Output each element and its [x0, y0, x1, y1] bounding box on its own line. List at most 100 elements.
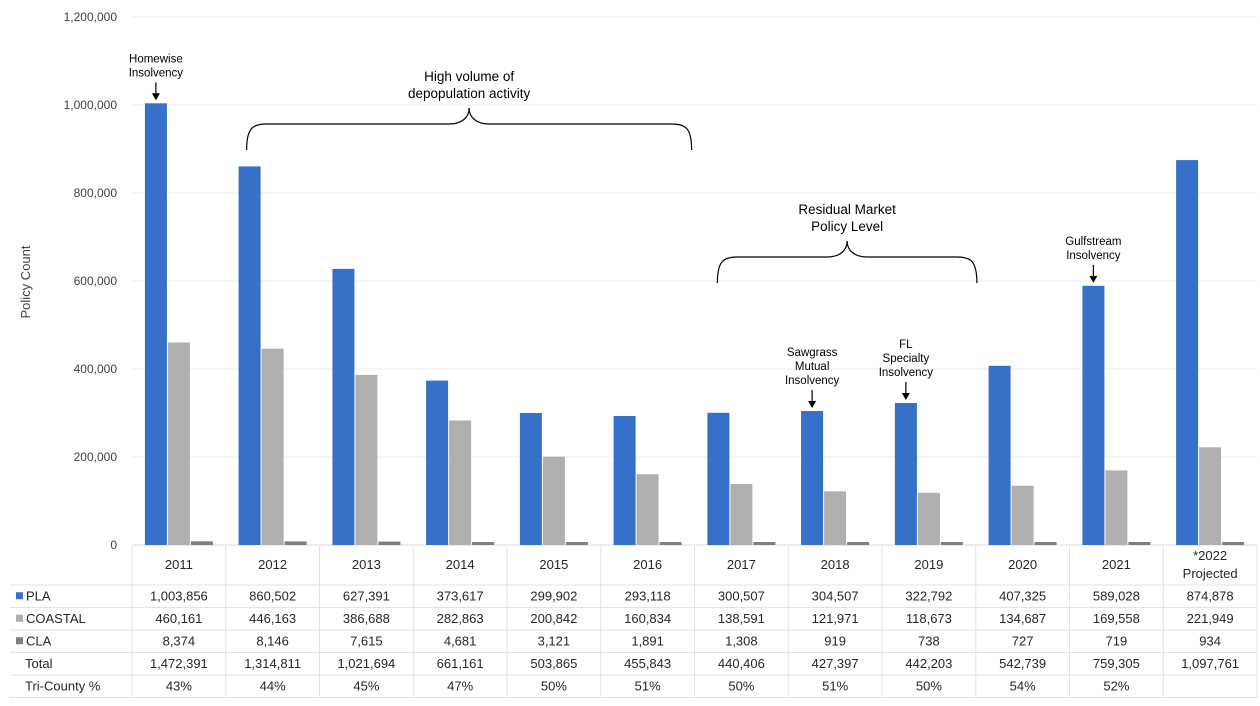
table-cell: 44% — [260, 678, 286, 693]
bar-cla — [565, 542, 588, 545]
table-cell: 460,161 — [155, 611, 202, 626]
y-tick-label: 600,000 — [74, 274, 118, 288]
brace-label: Residual Market — [798, 202, 896, 217]
annotation-text: Insolvency — [785, 375, 840, 387]
table-cell: 1,003,856 — [150, 588, 208, 603]
bar-pla — [1176, 160, 1199, 545]
table-cell: 1,314,811 — [244, 656, 301, 671]
bar-cla — [659, 542, 682, 545]
table-cell: 1,021,694 — [337, 656, 395, 671]
bar-cla — [190, 541, 213, 545]
data-table: 2011 2012 2013 2014 2015 2016 2017 2018 2019 2020… — [10, 546, 1258, 698]
bar-pla — [894, 403, 917, 545]
table-cell: 299,902 — [530, 588, 577, 603]
table-cell: 719 — [1106, 633, 1128, 648]
legend-key-coastal — [16, 614, 23, 622]
x-tick-label: Projected — [1183, 566, 1238, 581]
y-gridlines — [132, 16, 1257, 546]
y-tick-label: 1,200,000 — [64, 10, 118, 24]
table-cell: 47% — [447, 678, 473, 693]
y-tick-label: 0 — [110, 538, 117, 552]
bar-cla — [1128, 542, 1151, 545]
annotation-text: Sawgrass — [787, 347, 838, 359]
legend-key-pla — [16, 592, 23, 600]
arrow-head-icon — [1089, 275, 1098, 283]
table-cell: 50% — [916, 678, 942, 693]
table-cell: 304,507 — [812, 588, 859, 603]
table-cell: 200,842 — [530, 611, 577, 626]
y-tick-label: 1,000,000 — [64, 98, 118, 112]
bar-coastal — [261, 348, 284, 545]
table-cell: 134,687 — [999, 611, 1046, 626]
bar-coastal — [1011, 485, 1034, 545]
x-tick-label: 2015 — [539, 557, 568, 572]
table-cell: 542,739 — [999, 656, 1046, 671]
table-cell: 1,472,391 — [150, 656, 208, 671]
brace-shape — [246, 107, 693, 151]
table-cell: 1,097,761 — [1181, 656, 1239, 671]
table-cell: 300,507 — [718, 588, 765, 603]
table-cell: 121,971 — [812, 611, 859, 626]
table-cell: 1,308 — [725, 633, 758, 648]
table-cell: 874,878 — [1187, 588, 1234, 603]
table-cell: 54% — [1010, 678, 1036, 693]
table-cell: 407,325 — [999, 588, 1046, 603]
x-tick-label: 2017 — [727, 557, 756, 572]
table-cell: 45% — [353, 678, 379, 693]
x-tick-label: 2016 — [633, 557, 662, 572]
table-cell: 442,203 — [905, 656, 952, 671]
table-cell: 4,681 — [444, 633, 477, 648]
table-row-label: PLA — [26, 588, 51, 603]
bar-cla — [847, 542, 870, 545]
table-cell: 160,834 — [624, 611, 671, 626]
annotation-text: Insolvency — [879, 367, 934, 379]
table-cell: 52% — [1103, 678, 1129, 693]
bar-coastal — [167, 342, 190, 545]
bar-cla — [1222, 542, 1245, 545]
annotation-text: FL — [899, 339, 913, 351]
annotation-text: Mutual — [795, 361, 830, 373]
bar-cla — [378, 541, 401, 545]
table-cell: 738 — [918, 633, 940, 648]
bar-coastal — [542, 456, 565, 545]
y-tick-label: 200,000 — [74, 450, 118, 464]
table-cell: 50% — [728, 678, 754, 693]
x-tick-label: 2018 — [821, 557, 850, 572]
table-cell: 934 — [1199, 633, 1221, 648]
table-cell: 43% — [166, 678, 192, 693]
table-cell: 373,617 — [437, 588, 484, 603]
bar-coastal — [730, 484, 753, 545]
brace-label: High volume of — [424, 69, 514, 84]
bar-coastal — [824, 491, 847, 545]
annotation-text: Homewise — [129, 53, 183, 65]
table-cell: 661,161 — [437, 656, 484, 671]
table-cell: 427,397 — [812, 656, 859, 671]
table-cell: 51% — [635, 678, 661, 693]
table-cell: 322,792 — [905, 588, 952, 603]
table-row-label: Total — [25, 656, 53, 671]
table-cell: 727 — [1012, 633, 1034, 648]
table-cell: 221,949 — [1187, 611, 1234, 626]
table-row-label: CLA — [26, 633, 52, 648]
table-cell: 1,891 — [631, 633, 664, 648]
table-row-label: COASTAL — [26, 611, 86, 626]
x-tick-label: 2011 — [165, 557, 193, 572]
y-tick-label: 400,000 — [74, 362, 118, 376]
bar-cla — [284, 541, 307, 545]
x-tick-label: 2019 — [914, 557, 943, 572]
bar-pla — [332, 268, 355, 545]
table-cell: 455,843 — [624, 656, 671, 671]
x-tick-label: 2014 — [446, 557, 475, 572]
bar-coastal — [917, 492, 940, 545]
table-row-label: Tri-County % — [25, 678, 101, 693]
annotation-text: Insolvency — [1066, 250, 1121, 262]
table-cell: 919 — [824, 633, 846, 648]
bar-coastal — [1105, 470, 1128, 545]
table-cell: 8,374 — [163, 633, 196, 648]
arrow-head-icon — [901, 392, 910, 400]
bar-pla — [613, 416, 636, 545]
bar-pla — [707, 412, 730, 545]
bar-coastal — [355, 374, 378, 545]
table-cell: 50% — [541, 678, 567, 693]
table-cell: 118,673 — [906, 611, 952, 626]
